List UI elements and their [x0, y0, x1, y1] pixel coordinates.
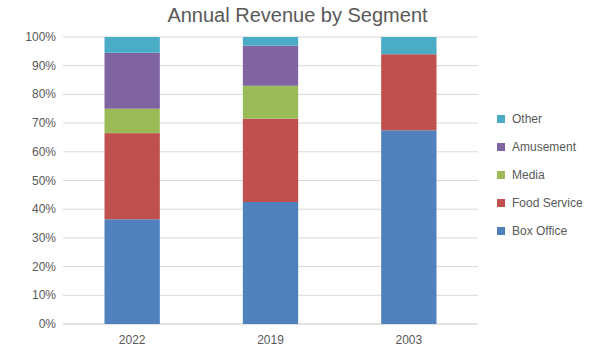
bar-segment — [243, 37, 298, 46]
legend-swatch — [497, 115, 505, 123]
y-tick-label: 50% — [32, 174, 56, 188]
legend-label: Box Office — [512, 224, 567, 238]
x-tick-label: 2003 — [395, 333, 422, 347]
legend-swatch — [497, 227, 505, 235]
legend-swatch — [497, 171, 505, 179]
bar-segment — [105, 133, 160, 219]
y-tick-label: 80% — [32, 87, 56, 101]
bar-segment — [381, 54, 436, 130]
bar-segment — [243, 202, 298, 324]
legend-swatch — [497, 199, 505, 207]
legend-label: Amusement — [512, 140, 577, 154]
y-tick-label: 20% — [32, 260, 56, 274]
bar-segment — [381, 130, 436, 324]
legend-label: Media — [512, 168, 545, 182]
y-tick-label: 100% — [25, 30, 56, 44]
bar-segment — [243, 86, 298, 119]
chart-container: Annual Revenue by Segment 0% 10% 20% 30% 40% 5… — [0, 0, 595, 354]
y-tick-label: 30% — [32, 231, 56, 245]
chart-svg: Annual Revenue by Segment 0% 10% 20% 30% 40% 5… — [0, 0, 595, 354]
grid — [63, 37, 478, 324]
bar-segment — [381, 37, 436, 54]
bars — [105, 37, 437, 324]
legend-label: Food Service — [512, 196, 583, 210]
y-tick-label: 60% — [32, 145, 56, 159]
bar-segment — [243, 46, 298, 86]
y-tick-label: 40% — [32, 202, 56, 216]
legend: Other Amusement Media Food Service Box Offic… — [497, 112, 583, 238]
y-tick-label: 90% — [32, 59, 56, 73]
x-tick-label: 2022 — [119, 333, 146, 347]
legend-swatch — [497, 143, 505, 151]
y-tick-label: 70% — [32, 116, 56, 130]
legend-label: Other — [512, 112, 542, 126]
x-tick-label: 2019 — [257, 333, 284, 347]
chart-title: Annual Revenue by Segment — [167, 4, 428, 26]
bar-segment — [105, 37, 160, 53]
bar-segment — [105, 109, 160, 133]
bar-segment — [105, 219, 160, 324]
y-tick-label: 0% — [39, 317, 57, 331]
bar-segment — [243, 119, 298, 202]
y-tick-label: 10% — [32, 288, 56, 302]
bar-segment — [105, 53, 160, 109]
